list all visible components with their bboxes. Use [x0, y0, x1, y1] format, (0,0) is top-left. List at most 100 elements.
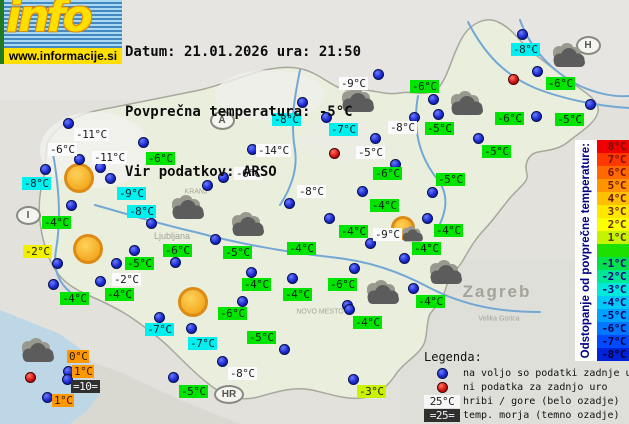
country-sign-h: H [575, 36, 601, 55]
temp-label: -4°C [60, 292, 89, 305]
scale-band [597, 244, 629, 257]
station-dot-blue [372, 68, 384, 80]
logo-stripes-background: info [4, 0, 122, 48]
temp-label: -11°C [92, 151, 127, 164]
temp-label: -6°C [234, 167, 263, 180]
temp-label: -4°C [370, 199, 399, 212]
mountain-label-sample: 25°C [424, 394, 460, 408]
logo-url[interactable]: www.informacije.si [4, 48, 122, 64]
temp-label: -11°C [74, 128, 109, 141]
station-dot-blue [137, 136, 149, 148]
station-dot-blue [41, 391, 53, 403]
temp-label: -9°C [339, 77, 368, 90]
cloud-icon [422, 260, 468, 292]
cloud-icon [14, 338, 60, 370]
station-dot-blue [169, 256, 181, 268]
station-dot-blue [407, 282, 419, 294]
temp-label: -5°C [555, 113, 584, 126]
rivers [51, 19, 629, 313]
station-dot-blue [369, 132, 381, 144]
scale-band: 3°C [597, 205, 629, 218]
temp-label: -6°C [328, 278, 357, 291]
temp-label: -4°C [42, 216, 71, 229]
city-label: Velika Gorica [478, 315, 520, 323]
station-dot-blue [94, 275, 106, 287]
station-dot-blue [110, 257, 122, 269]
cloud-icon [545, 43, 591, 75]
legend-item: na voljo so podatki zadnje ure [424, 366, 629, 380]
scale-band: 1°C [597, 231, 629, 244]
station-dot-blue [217, 171, 229, 183]
cloud-icon [224, 212, 270, 244]
clear-sky-icon [64, 163, 94, 193]
temp-label: -6°C [546, 77, 575, 90]
station-dot-blue [432, 108, 444, 120]
station-dot-blue [201, 179, 213, 191]
station-dot-blue [296, 96, 308, 108]
station-dot-blue [320, 111, 332, 123]
temp-label: 0°C [67, 350, 90, 363]
scale-title-strip: Odstopanje od povprečne temperature: [575, 140, 597, 361]
temp-label: -5°C [125, 257, 154, 270]
legend-item: ni podatka za zadnjo uro [424, 380, 629, 394]
temp-label: -6°C [218, 307, 247, 320]
station-dot-blue [128, 244, 140, 256]
scale-band: 8°C [597, 140, 629, 153]
temp-label: -5°C [425, 122, 454, 135]
station-dot-blue [209, 233, 221, 245]
cloud-icon [164, 195, 210, 227]
temp-label: -5°C [223, 246, 252, 259]
station-dot-blue [185, 322, 197, 334]
legend-marker [424, 381, 460, 393]
sea-temp-label-sample: =25= [424, 408, 460, 422]
station-dot-blue [286, 272, 298, 284]
scale-band: 2°C [597, 218, 629, 231]
temp-label: -9°C [117, 187, 146, 200]
temp-label: -14°C [256, 144, 291, 157]
map-header: Datum: 21.01.2026 ura: 21:50 Povprečna t… [125, 2, 361, 222]
city-label: Zagreb [462, 282, 532, 301]
station-dot-blue [364, 237, 376, 249]
city-label: KRANJ [184, 188, 208, 196]
temp-label: -5°C [436, 173, 465, 186]
temperature-deviation-scale: 8°C 7°C 6°C 5°C 4°C 3°C 2°C 1°C -1°C -2°C -3°C -4°C… [597, 140, 629, 361]
station-dot-blue [323, 212, 335, 224]
header-source-line: Vir podatkov: ARSO [125, 164, 277, 180]
scale-band: -1°C [597, 257, 629, 270]
temp-label: -8°C [297, 185, 326, 198]
station-dot-blue [584, 98, 596, 110]
station-dot-blue [283, 197, 295, 209]
legend-item-text: hribi / gore (belo ozadje) [463, 395, 620, 407]
station-dot-blue [398, 252, 410, 264]
temp-label: -6°C [410, 80, 439, 93]
legend: Legenda: na voljo so podatki zadnje ure n… [424, 350, 629, 422]
temp-label: -9°C [373, 228, 402, 241]
site-logo[interactable]: info www.informacije.si [0, 0, 122, 64]
scale-band: -5°C [597, 309, 629, 322]
legend-items: na voljo so podatki zadnje ure ni podatka… [424, 366, 629, 422]
temp-label: -5°C [482, 145, 511, 158]
country-sign-hr: HR [214, 385, 244, 404]
station-dot-blue [472, 132, 484, 144]
legend-item-text: na voljo so podatki zadnje ure [463, 367, 629, 379]
station-dot-blue [62, 117, 74, 129]
station-dot-red [24, 371, 36, 383]
header-date-line: Datum: 21.01.2026 ura: 21:50 [125, 44, 362, 60]
temp-label: -7°C [329, 123, 358, 136]
temp-label: -3°C [357, 385, 386, 398]
temp-label: -2°C [23, 245, 52, 258]
temp-label: -8°C [388, 121, 417, 134]
legend-title: Legenda: [424, 350, 482, 364]
temp-label: -6°C [146, 152, 175, 165]
temp-label: -8°C [228, 367, 257, 380]
temp-label: 1°C [72, 365, 95, 378]
station-dot-blue [343, 303, 355, 315]
station-dot-blue [278, 343, 290, 355]
city-label: Ljubljana [153, 231, 191, 241]
station-dot-blue [104, 172, 116, 184]
station-dot-blue [61, 373, 73, 385]
temp-label: -4°C [353, 316, 382, 329]
logo-wordmark: info [6, 0, 93, 42]
temp-label: -6°C [163, 244, 192, 257]
temp-label: -4°C [287, 242, 316, 255]
